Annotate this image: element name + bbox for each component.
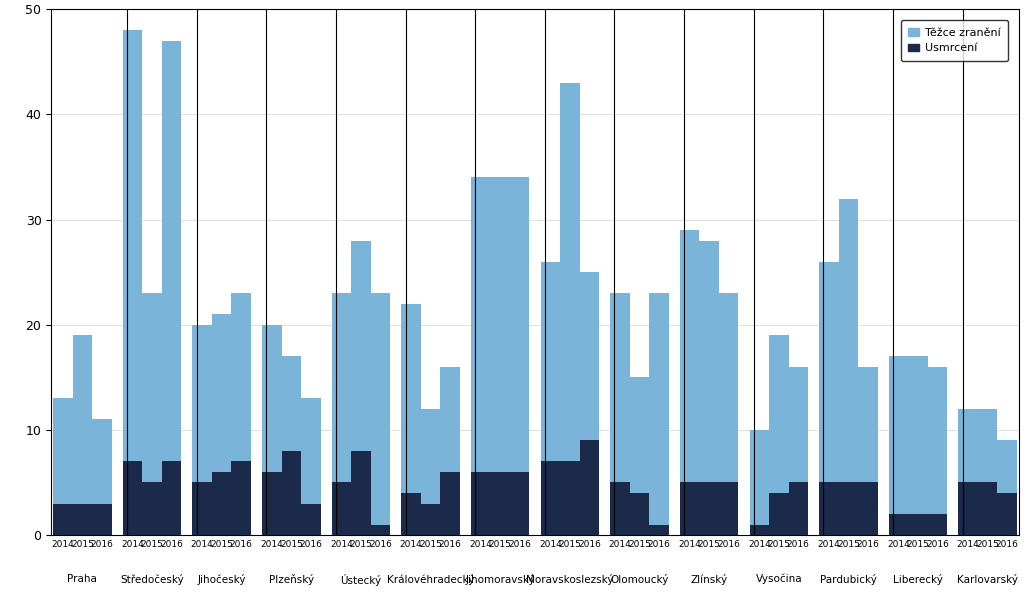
Text: Ústecký: Ústecký (340, 574, 382, 586)
Bar (53, 399, 73, 535)
Bar (560, 461, 580, 535)
Bar (958, 482, 978, 535)
Bar (630, 377, 649, 535)
Bar (490, 178, 510, 535)
Bar (699, 240, 719, 535)
Text: Zlínský: Zlínský (690, 574, 728, 585)
Bar (92, 504, 112, 535)
Bar (769, 493, 788, 535)
Bar (649, 293, 669, 535)
Bar (769, 335, 788, 535)
Bar (928, 367, 947, 535)
Bar (371, 293, 390, 535)
Bar (839, 199, 858, 535)
Text: Olomoucký: Olomoucký (610, 574, 669, 585)
Bar (351, 240, 371, 535)
Bar (53, 504, 73, 535)
Bar (680, 230, 699, 535)
Bar (510, 178, 529, 535)
Bar (212, 314, 231, 535)
Bar (610, 482, 630, 535)
Bar (123, 461, 142, 535)
Bar (421, 409, 440, 535)
Bar (978, 409, 997, 535)
Bar (231, 293, 251, 535)
Text: Pardubický: Pardubický (820, 574, 877, 585)
Bar (262, 325, 282, 535)
Bar (212, 472, 231, 535)
Bar (301, 504, 321, 535)
Bar (858, 367, 878, 535)
Bar (301, 399, 321, 535)
Bar (858, 482, 878, 535)
Bar (699, 482, 719, 535)
Bar (142, 293, 162, 535)
Bar (889, 514, 908, 535)
Bar (490, 472, 510, 535)
Bar (471, 472, 490, 535)
Bar (440, 472, 460, 535)
Bar (839, 482, 858, 535)
Bar (610, 293, 630, 535)
Bar (908, 514, 928, 535)
Text: Liberecký: Liberecký (893, 574, 943, 585)
Bar (541, 261, 560, 535)
Bar (928, 514, 947, 535)
Text: Vysočina: Vysočina (756, 574, 802, 584)
Bar (332, 293, 351, 535)
Bar (92, 419, 112, 535)
Bar (282, 451, 301, 535)
Bar (819, 261, 839, 535)
Bar (958, 409, 978, 535)
Bar (680, 482, 699, 535)
Bar (750, 430, 769, 535)
Text: Jihočeský: Jihočeský (198, 574, 246, 585)
Bar (142, 482, 162, 535)
Text: Královéhradecký: Královéhradecký (387, 574, 474, 585)
Bar (421, 504, 440, 535)
Text: Plzeňský: Plzeňský (268, 574, 314, 585)
Bar (719, 482, 738, 535)
Bar (162, 461, 181, 535)
Text: Praha: Praha (68, 574, 97, 584)
Bar (401, 493, 421, 535)
Bar (630, 493, 649, 535)
Bar (282, 356, 301, 535)
Bar (978, 482, 997, 535)
Bar (750, 525, 769, 535)
Bar (471, 178, 490, 535)
Text: Jihomoravský: Jihomoravský (465, 574, 536, 585)
Bar (193, 325, 212, 535)
Text: Moravskoslezský: Moravskoslezský (526, 574, 613, 585)
Bar (649, 525, 669, 535)
Text: Středočeský: Středočeský (120, 574, 184, 585)
Bar (788, 482, 808, 535)
Bar (162, 41, 181, 535)
Bar (371, 525, 390, 535)
Bar (73, 504, 92, 535)
Bar (332, 482, 351, 535)
Bar (997, 440, 1017, 535)
Bar (719, 293, 738, 535)
Bar (997, 493, 1017, 535)
Bar (819, 482, 839, 535)
Bar (580, 440, 599, 535)
Bar (908, 356, 928, 535)
Bar (580, 272, 599, 535)
Bar (73, 335, 92, 535)
Text: Karlovarský: Karlovarský (957, 574, 1018, 585)
Bar (193, 482, 212, 535)
Bar (889, 356, 908, 535)
Bar (788, 367, 808, 535)
Bar (560, 83, 580, 535)
Legend: Těžce zranění, Usmrcení: Těžce zranění, Usmrcení (900, 20, 1009, 61)
Bar (440, 367, 460, 535)
Bar (351, 451, 371, 535)
Bar (510, 472, 529, 535)
Bar (123, 30, 142, 535)
Bar (401, 304, 421, 535)
Bar (541, 461, 560, 535)
Bar (262, 472, 282, 535)
Bar (231, 461, 251, 535)
